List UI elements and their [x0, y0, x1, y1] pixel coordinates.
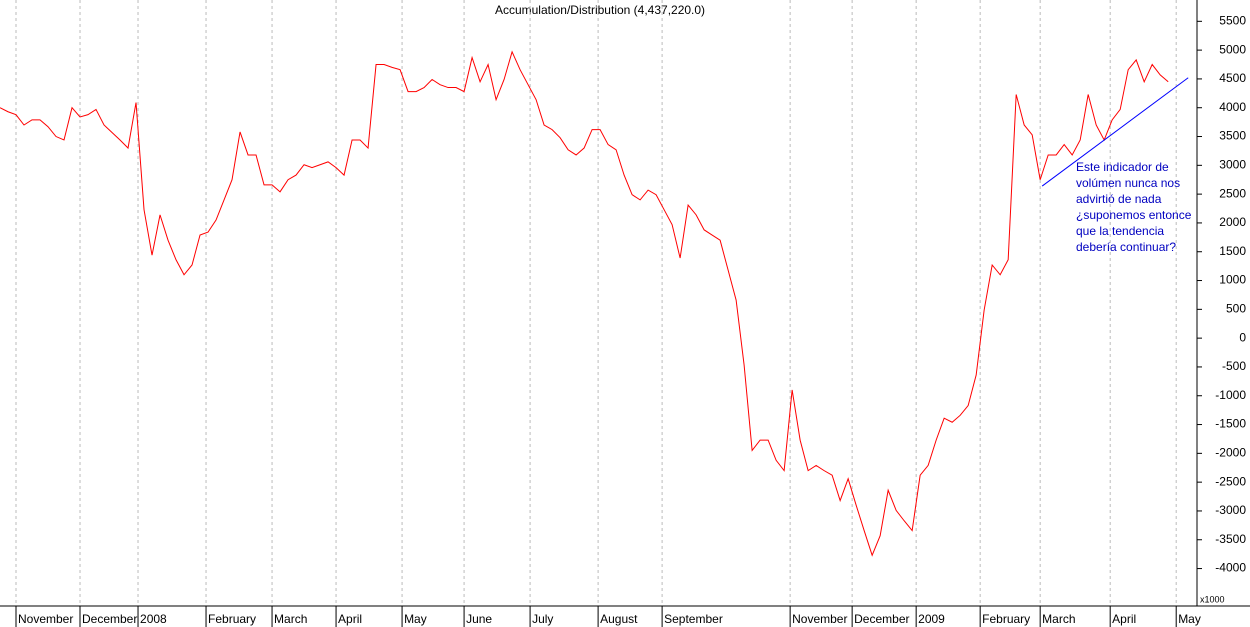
y-tick-label: 2500 — [1219, 186, 1246, 200]
x-tick-label: November — [18, 612, 73, 626]
y-tick-label: -500 — [1222, 359, 1246, 373]
y-tick-label: -3000 — [1215, 503, 1246, 517]
y-tick-label: 1000 — [1219, 273, 1246, 287]
x-tick-label: April — [338, 612, 362, 626]
y-tick-label: -1500 — [1215, 417, 1246, 431]
x-tick-label: March — [1042, 612, 1075, 626]
x-tick-label: May — [404, 612, 427, 626]
x-tick-label: December — [854, 612, 909, 626]
y-tick-label: 5500 — [1219, 13, 1246, 27]
y-tick-label: 3000 — [1219, 157, 1246, 171]
y-tick-label: 500 — [1226, 302, 1246, 316]
data-line — [0, 50, 1169, 557]
chart-title: Accumulation/Distribution (4,437,220.0) — [495, 3, 705, 17]
y-tick-label: -2000 — [1215, 446, 1246, 460]
x-tick-label: 2009 — [918, 612, 945, 626]
y-unit-label: x1000 — [1200, 594, 1225, 604]
x-tick-label: March — [274, 612, 307, 626]
y-tick-label: 1500 — [1219, 244, 1246, 258]
annotation: Este indicador de — [1076, 160, 1169, 174]
y-tick-label: 2000 — [1219, 215, 1246, 229]
y-tick-label: 4500 — [1219, 71, 1246, 85]
x-tick-label: April — [1112, 612, 1136, 626]
x-tick-label: July — [532, 612, 553, 626]
annotation: que la tendencia — [1076, 224, 1164, 238]
y-tick-label: -3500 — [1215, 532, 1246, 546]
y-tick-label: -2500 — [1215, 474, 1246, 488]
y-tick-label: -4000 — [1215, 561, 1246, 575]
y-tick-label: -1000 — [1215, 388, 1246, 402]
annotation: advirtió de nada — [1076, 192, 1162, 206]
y-tick-label: 0 — [1239, 330, 1246, 344]
trend-line — [1041, 77, 1189, 187]
annotation: debería continuar? — [1076, 240, 1176, 254]
x-tick-label: 2008 — [140, 612, 167, 626]
x-tick-label: February — [208, 612, 256, 626]
x-tick-label: February — [982, 612, 1030, 626]
y-tick-label: 3500 — [1219, 129, 1246, 143]
y-tick-label: 5000 — [1219, 42, 1246, 56]
y-tick-label: 4000 — [1219, 100, 1246, 114]
x-tick-label: May — [1178, 612, 1201, 626]
annotation: volúmen nunca nos — [1076, 176, 1180, 190]
x-tick-label: December — [82, 612, 137, 626]
x-tick-label: June — [466, 612, 492, 626]
x-tick-label: November — [792, 612, 847, 626]
x-tick-label: August — [600, 612, 638, 626]
annotation: ¿suponemos entonce — [1076, 208, 1192, 222]
x-tick-label: September — [664, 612, 723, 626]
